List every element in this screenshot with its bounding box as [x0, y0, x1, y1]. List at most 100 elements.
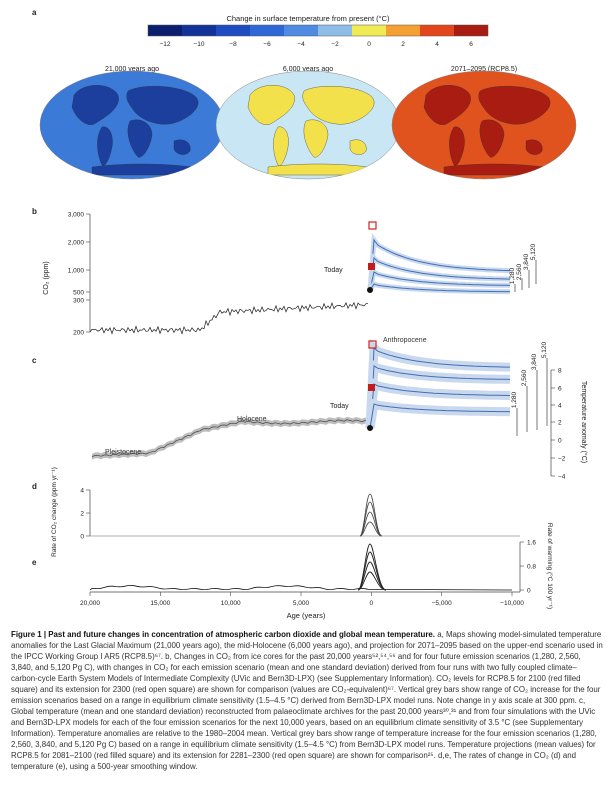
continent-shape [91, 163, 193, 176]
continent-shape [525, 139, 543, 155]
continent-shape [127, 119, 153, 158]
scenario-band [365, 398, 511, 429]
today-label-c: Today [330, 403, 349, 410]
colorbar-tick-label: 6 [469, 41, 473, 48]
map-label-lgm: 21,000 years ago [105, 66, 159, 73]
map-land [423, 85, 551, 176]
colorbar-segment [284, 25, 318, 36]
c-ytick-label: −4 [558, 474, 566, 481]
colorbar-tick-label: −8 [229, 41, 237, 48]
scenario-line [369, 346, 510, 429]
colorbar-frame [147, 24, 489, 37]
colorbar-tick-label: −6 [263, 41, 271, 48]
scenario-label: 5,120 [541, 341, 548, 358]
today-marker-b [367, 287, 373, 293]
panel-d: 4 2 0 Rate of CO₂ change (ppm yr⁻¹) [51, 467, 520, 557]
warming-rate-peaks [357, 543, 387, 591]
temperature-history-band [92, 416, 368, 460]
world-maps [39, 70, 577, 180]
d-ytick-label: 2 [80, 511, 84, 518]
e-ytick-label: 0 [527, 588, 531, 595]
c-ytick-label: 6 [558, 386, 562, 393]
caption-title: Figure 1 | Past and future changes in co… [11, 630, 435, 639]
colorbar-segment [420, 25, 454, 36]
world-map [215, 70, 401, 180]
world-map [39, 70, 225, 180]
b-ytick-label: 500 [73, 290, 84, 297]
b-ytick-label: 2,000 [68, 240, 85, 247]
x-axis-label: Age (years) [287, 611, 326, 620]
continent-shape [247, 85, 295, 125]
x-axis: 20,000 15,000 10,000 5,000 0 −5,000 −10,000 Ag… [80, 591, 524, 620]
panel-c: 8 6 4 2 0 −2 −4 Temperature anomaly (°C) Today… [91, 337, 588, 481]
scenario-line [369, 365, 511, 429]
era-label-anthropocene: Anthropocene [383, 337, 427, 344]
x-axis-ticks: 20,000 15,000 10,000 5,000 0 −5,000 −10,000 [80, 592, 524, 607]
co2-history-line [89, 301, 369, 335]
colorbar-tick-label: −2 [331, 41, 339, 48]
x-tick-label: −5,000 [432, 600, 452, 607]
panel-c-yticks: 8 6 4 2 0 −2 −4 [551, 368, 566, 481]
colorbar-segment [182, 25, 216, 36]
panel-d-yticks: 4 2 0 [80, 488, 90, 541]
x-tick-label: 15,000 [150, 600, 170, 607]
panel-e-ylabel: Rate of warming (°C 100 yr⁻¹) [546, 523, 554, 609]
colorbar-tick-label: 0 [367, 41, 371, 48]
temperature-scenario-lines [365, 338, 511, 429]
map-land [247, 85, 375, 176]
co2-rate-peaks [359, 493, 383, 537]
continent-shape [126, 86, 199, 125]
scenario-label: 5,120 [530, 243, 537, 260]
continent-shape [478, 86, 551, 125]
d-ytick-label: 0 [80, 534, 84, 541]
c-ytick-label: 4 [558, 403, 562, 410]
scenario-line [369, 403, 511, 429]
scenario-line [369, 238, 511, 291]
figure-caption: Figure 1 | Past and future changes in co… [11, 629, 603, 772]
b-ytick-label: 3,000 [68, 212, 85, 219]
colorbar-segment [386, 25, 420, 36]
colorbar-segment [250, 25, 284, 36]
world-map [391, 70, 577, 180]
colorbar-segment [454, 25, 488, 36]
b-ytick-label: 200 [73, 330, 84, 337]
warming-rate-history-line [89, 584, 513, 591]
x-tick-label: 5,000 [293, 600, 310, 607]
today-marker-c [367, 425, 373, 431]
panel-a-figure: Change in surface temperature from prese… [39, 14, 577, 180]
temperature-history-line [91, 419, 369, 458]
scenario-label: 1,280 [509, 267, 516, 284]
panel-b-ylabel: CO₂ (ppm) [43, 261, 50, 294]
colorbar-segment [352, 25, 386, 36]
warming-rate-peak [357, 551, 387, 591]
panel-d-ylabel: Rate of CO₂ change (ppm yr⁻¹) [51, 467, 58, 557]
today-label-b: Today [324, 267, 343, 274]
c-ytick-label: 0 [558, 438, 562, 445]
era-label-holocene: Holocene [237, 416, 267, 423]
c-ytick-label: −2 [558, 456, 566, 463]
co2-scenario-lines [367, 233, 511, 295]
panel-letter-a: a [32, 8, 37, 17]
rcp85-2100-filled-square-c [368, 384, 375, 391]
panel-letter-c: c [32, 356, 37, 365]
colorbar-ticks: −12 −10 −8 −6 −4 −2 0 2 4 6 [159, 41, 473, 48]
colorbar [147, 24, 489, 37]
colorbar-tick-label: −12 [159, 41, 170, 48]
scenario-line [369, 283, 511, 293]
scenario-label: 3,840 [523, 253, 530, 270]
x-tick-label: 20,000 [80, 600, 100, 607]
b-ytick-label: 1,000 [68, 268, 85, 275]
co2-rate-peak [359, 511, 383, 537]
continent-shape [302, 86, 375, 125]
panel-letter-e: e [32, 558, 37, 567]
colorbar-tick-label: 2 [401, 41, 405, 48]
scenario-label: 2,560 [521, 369, 528, 386]
continent-shape [303, 119, 329, 158]
continent-shape [449, 126, 465, 167]
x-tick-label: 0 [370, 600, 374, 607]
rcp85-2300-open-square [368, 221, 377, 230]
